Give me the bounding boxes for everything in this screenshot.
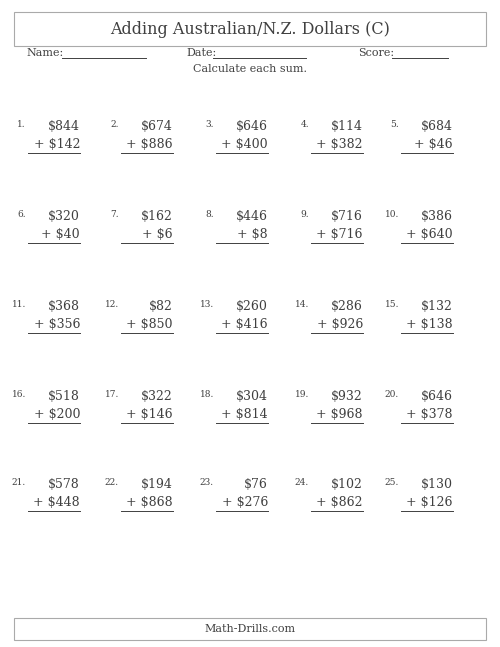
Text: 8.: 8. (206, 210, 214, 219)
Text: $304: $304 (236, 390, 268, 403)
Text: 11.: 11. (12, 300, 26, 309)
Text: 4.: 4. (300, 120, 309, 129)
Text: + $356: + $356 (34, 318, 80, 331)
Text: $102: $102 (331, 478, 363, 491)
Text: $932: $932 (331, 390, 363, 403)
Text: $518: $518 (48, 390, 80, 403)
Text: + $378: + $378 (406, 408, 453, 421)
Text: 9.: 9. (300, 210, 309, 219)
Text: Adding Australian/N.Z. Dollars (C): Adding Australian/N.Z. Dollars (C) (110, 21, 390, 38)
Text: + $8: + $8 (238, 228, 268, 241)
Text: + $850: + $850 (126, 318, 173, 331)
Text: + $716: + $716 (316, 228, 363, 241)
Text: Math-Drills.com: Math-Drills.com (204, 624, 296, 634)
Text: $260: $260 (236, 300, 268, 313)
Text: $194: $194 (141, 478, 173, 491)
Text: Calculate each sum.: Calculate each sum. (193, 64, 307, 74)
Text: + $126: + $126 (406, 496, 453, 509)
Text: 12.: 12. (105, 300, 119, 309)
Text: 5.: 5. (390, 120, 399, 129)
Text: + $968: + $968 (316, 408, 363, 421)
Text: $368: $368 (48, 300, 80, 313)
Text: 21.: 21. (12, 478, 26, 487)
Text: + $138: + $138 (406, 318, 453, 331)
Text: 14.: 14. (294, 300, 309, 309)
Text: $76: $76 (244, 478, 268, 491)
FancyBboxPatch shape (14, 618, 486, 640)
Text: + $46: + $46 (414, 138, 453, 151)
Text: $114: $114 (331, 120, 363, 133)
Text: + $862: + $862 (316, 496, 363, 509)
Text: 18.: 18. (200, 390, 214, 399)
Text: Score:: Score: (358, 48, 394, 58)
Text: Name:: Name: (26, 48, 63, 58)
Text: 19.: 19. (294, 390, 309, 399)
Text: 22.: 22. (105, 478, 119, 487)
Text: $646: $646 (236, 120, 268, 133)
Text: 16.: 16. (12, 390, 26, 399)
Text: + $926: + $926 (316, 318, 363, 331)
Text: $446: $446 (236, 210, 268, 223)
Text: 3.: 3. (206, 120, 214, 129)
Text: $322: $322 (142, 390, 173, 403)
Text: $674: $674 (141, 120, 173, 133)
Text: $132: $132 (421, 300, 453, 313)
Text: $286: $286 (331, 300, 363, 313)
Text: 23.: 23. (200, 478, 214, 487)
Text: $716: $716 (331, 210, 363, 223)
Text: $578: $578 (48, 478, 80, 491)
Text: + $416: + $416 (222, 318, 268, 331)
Text: + $814: + $814 (222, 408, 268, 421)
Text: + $40: + $40 (42, 228, 80, 241)
Text: 10.: 10. (384, 210, 399, 219)
Text: 24.: 24. (295, 478, 309, 487)
Text: 2.: 2. (110, 120, 119, 129)
Text: + $6: + $6 (142, 228, 173, 241)
Text: 15.: 15. (384, 300, 399, 309)
Text: $684: $684 (421, 120, 453, 133)
Text: 1.: 1. (18, 120, 26, 129)
Text: 7.: 7. (110, 210, 119, 219)
Text: $130: $130 (421, 478, 453, 491)
Text: + $200: + $200 (34, 408, 80, 421)
Text: 25.: 25. (384, 478, 399, 487)
Text: 20.: 20. (385, 390, 399, 399)
FancyBboxPatch shape (14, 12, 486, 46)
Text: Date:: Date: (186, 48, 216, 58)
Text: + $886: + $886 (126, 138, 173, 151)
Text: + $276: + $276 (222, 496, 268, 509)
Text: $646: $646 (421, 390, 453, 403)
Text: 17.: 17. (104, 390, 119, 399)
Text: $82: $82 (149, 300, 173, 313)
Text: + $868: + $868 (126, 496, 173, 509)
Text: $386: $386 (421, 210, 453, 223)
Text: + $142: + $142 (34, 138, 80, 151)
Text: 13.: 13. (200, 300, 214, 309)
Text: 6.: 6. (18, 210, 26, 219)
Text: + $146: + $146 (126, 408, 173, 421)
Text: + $400: + $400 (222, 138, 268, 151)
Text: + $640: + $640 (406, 228, 453, 241)
Text: + $382: + $382 (316, 138, 363, 151)
Text: $320: $320 (48, 210, 80, 223)
Text: $844: $844 (48, 120, 80, 133)
Text: $162: $162 (141, 210, 173, 223)
Text: + $448: + $448 (34, 496, 80, 509)
